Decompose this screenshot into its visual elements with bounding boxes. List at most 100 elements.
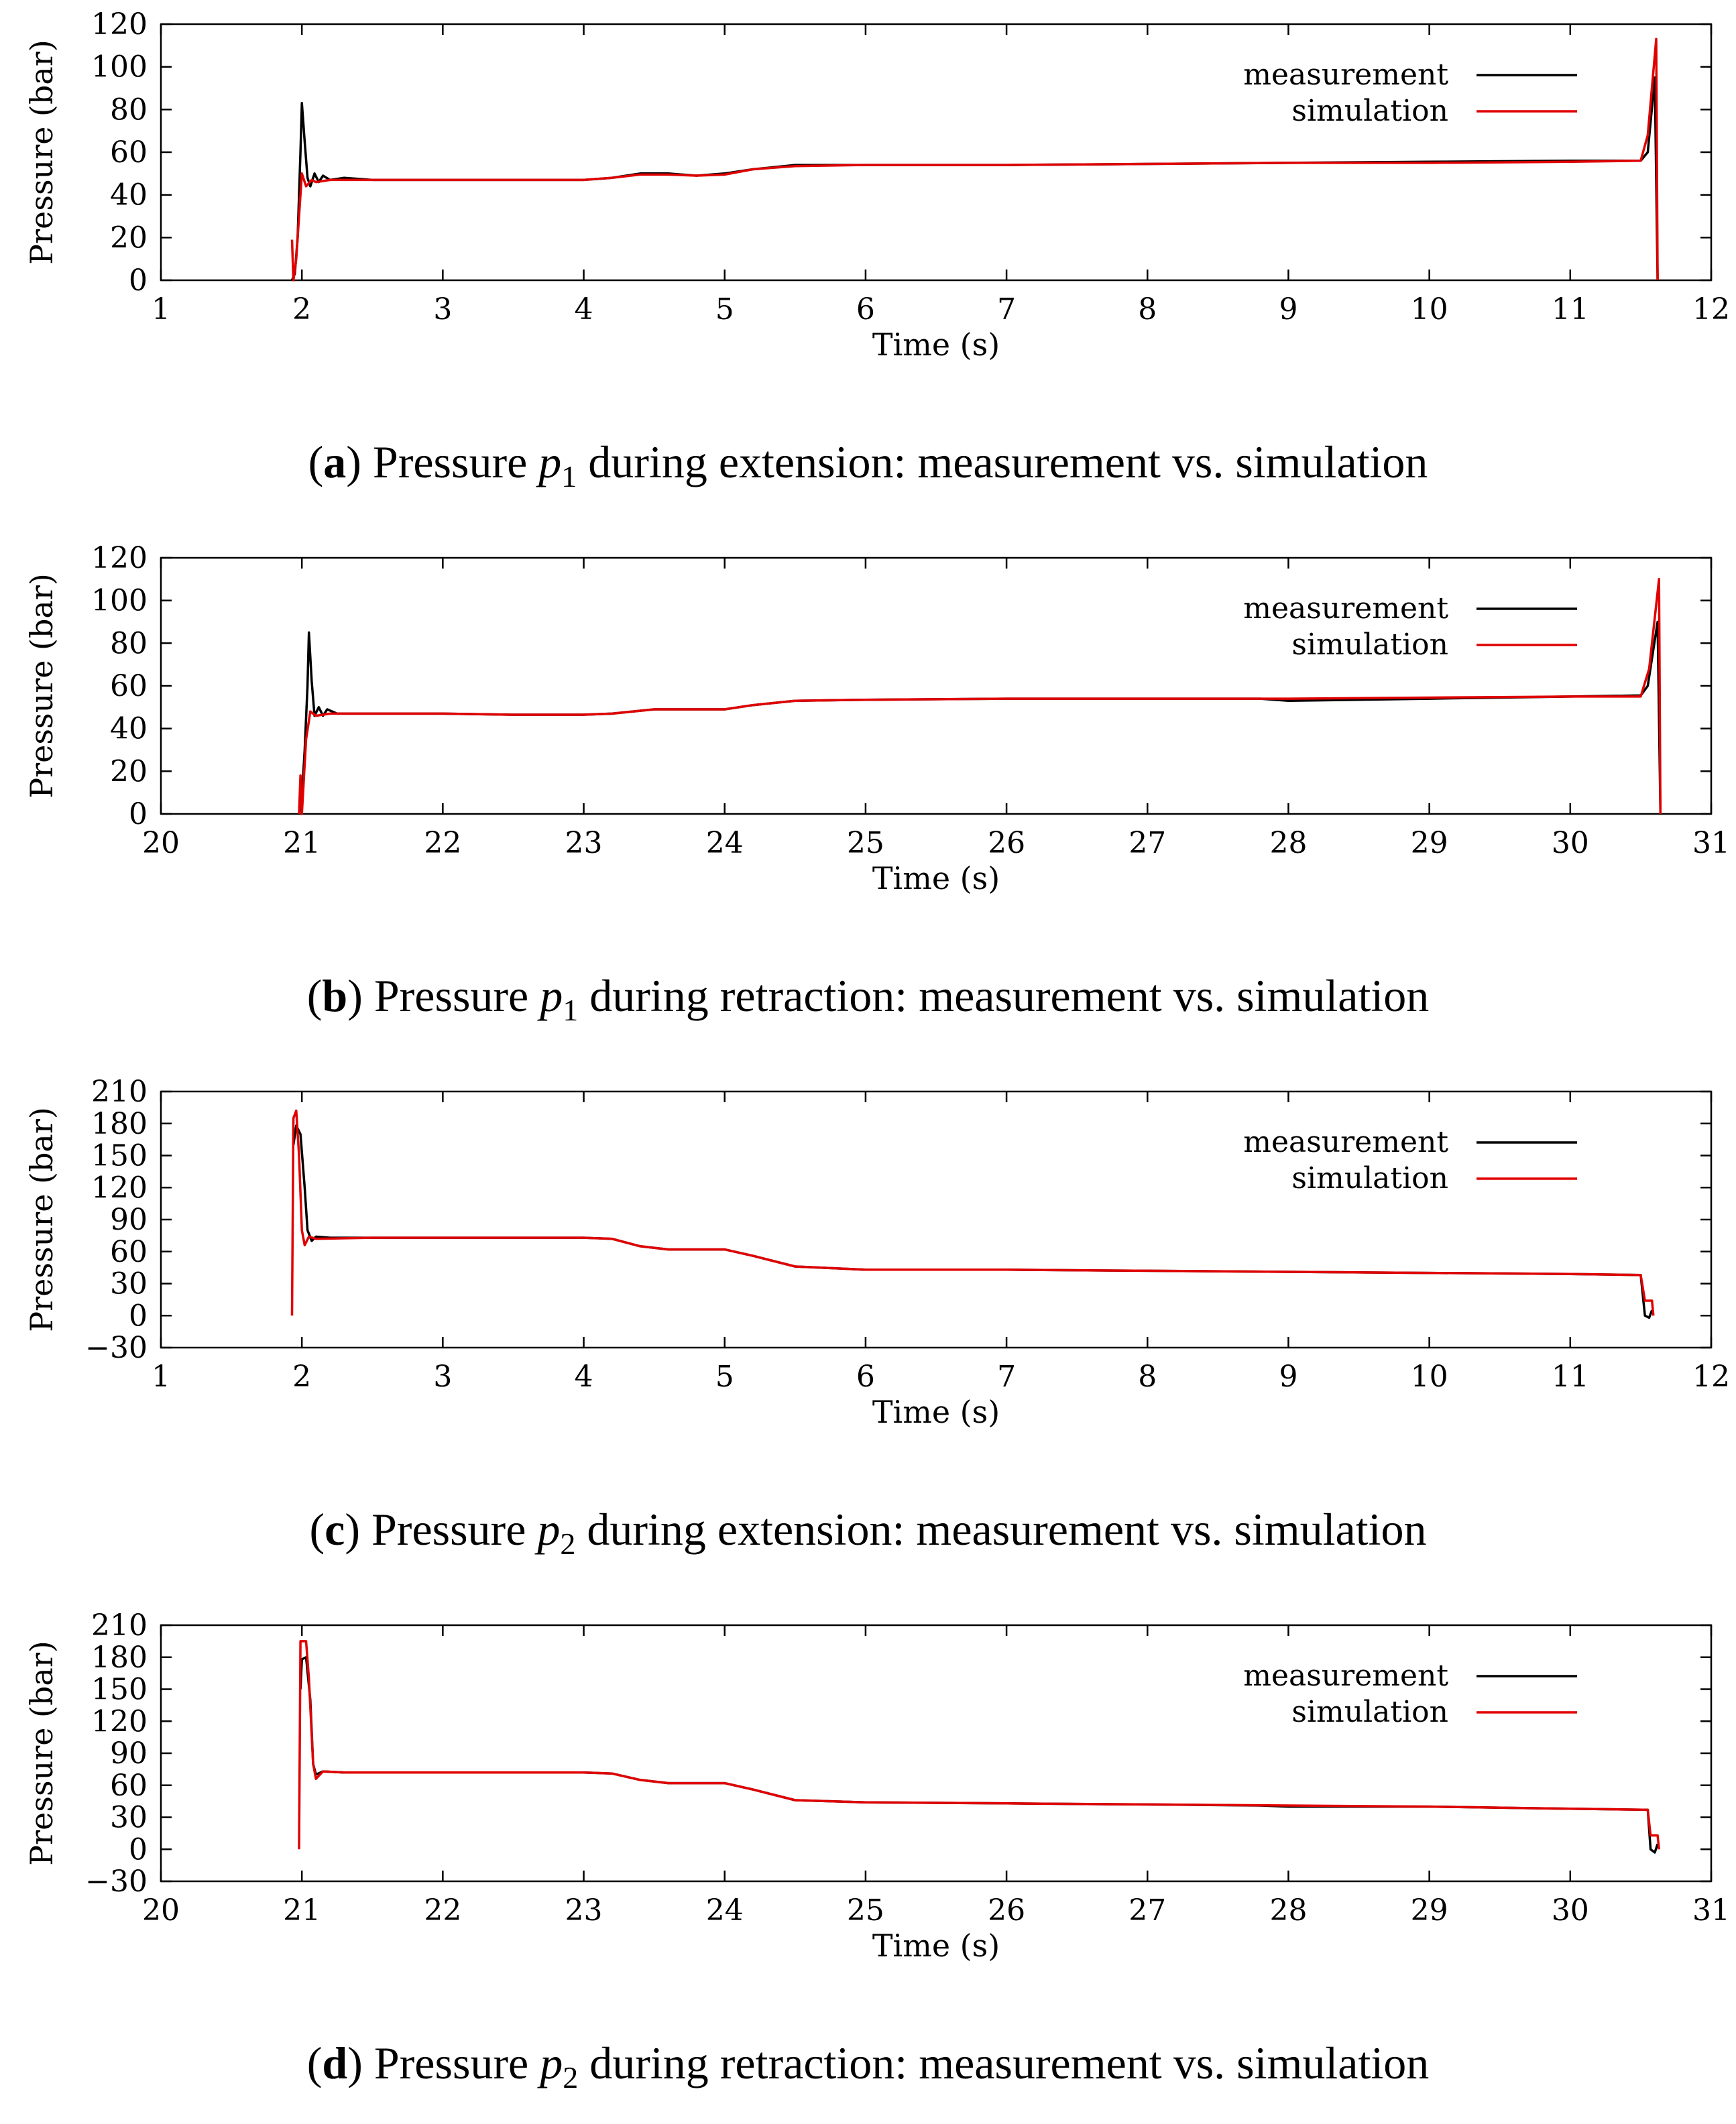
caption-c: (c) Pressure p2 during extension: measur…	[309, 1504, 1427, 1561]
x-tick-label: 11	[1552, 1360, 1589, 1394]
x-tick-label: 10	[1411, 1360, 1448, 1394]
y-tick-label: 60	[110, 135, 148, 170]
x-tick-label: 29	[1411, 1893, 1448, 1928]
x-axis-label: Time (s)	[872, 1928, 1000, 1964]
x-tick-label: 22	[424, 826, 461, 860]
legend-label-measurement: measurement	[1243, 1125, 1448, 1159]
chart-panel-a: 1 2 3 4 5 6 7 8 9 10 11 12 0 20 40 60 80 100 120 Time (s) Pr…	[0, 0, 1736, 523]
caption-panel-label: a	[323, 436, 347, 487]
y-tick-label: 120	[91, 1171, 148, 1205]
y-axis-label: Pressure (bar)	[23, 1107, 60, 1332]
y-tick-label: 80	[110, 93, 148, 127]
x-tick-label: 12	[1692, 292, 1730, 327]
caption-panel-label: b	[322, 970, 348, 1021]
x-tick-label: 6	[856, 292, 875, 327]
y-tick-label: 180	[91, 1641, 148, 1675]
plot-frame	[160, 1090, 1713, 1349]
legend-label-simulation: simulation	[1291, 1161, 1448, 1195]
series-line-simulation	[290, 38, 1659, 282]
y-tick-label: 120	[91, 1704, 148, 1738]
series-line-measurement	[298, 620, 1662, 815]
x-tick-label: 23	[565, 826, 603, 860]
caption-subscript: 1	[561, 459, 577, 493]
chart-svg-c: 1 2 3 4 5 6 7 8 9 10 11 12−300306090120150180210Tim…	[23, 1075, 1730, 1430]
x-tick-label: 9	[1279, 1360, 1297, 1394]
x-tick-label: 20	[142, 1893, 180, 1928]
y-tick-label: 120	[91, 541, 148, 575]
x-tick-label: 5	[715, 1360, 734, 1394]
y-tick-label: 0	[129, 263, 148, 298]
y-tick-label: 210	[91, 1608, 148, 1643]
x-tick-label: 30	[1552, 1893, 1589, 1928]
y-tick-label: 20	[110, 754, 148, 788]
y-axis-label: Pressure (bar)	[23, 573, 60, 799]
legend-label-simulation: simulation	[1291, 628, 1448, 662]
caption-panel-label: c	[325, 1504, 345, 1555]
y-tick-label: 100	[91, 50, 148, 84]
plot-frame	[160, 1624, 1713, 1883]
y-tick-label: −30	[85, 1865, 148, 1899]
y-tick-label: 40	[110, 178, 148, 213]
y-tick-label: 150	[91, 1139, 148, 1173]
x-tick-label: 4	[575, 1360, 593, 1394]
x-tick-label: 25	[847, 1893, 884, 1928]
series-line-simulation	[290, 1109, 1655, 1316]
x-tick-label: 28	[1269, 1893, 1307, 1928]
y-tick-label: 0	[129, 1832, 148, 1867]
y-axis-label: Pressure (bar)	[23, 40, 60, 265]
x-tick-label: 24	[706, 826, 744, 860]
plot-frame	[160, 556, 1713, 815]
x-tick-label: 26	[988, 826, 1025, 860]
x-tick-label: 4	[575, 292, 593, 327]
x-tick-label: 22	[424, 1893, 461, 1928]
series-line-measurement	[299, 1656, 1659, 1854]
y-tick-label: 90	[110, 1203, 148, 1237]
series-line-simulation	[298, 578, 1662, 815]
caption-text: Pressure	[372, 436, 539, 487]
caption-variable: p	[538, 436, 562, 487]
x-tick-label: 8	[1138, 292, 1157, 327]
legend-label-measurement: measurement	[1243, 591, 1448, 626]
caption-subscript: 1	[563, 993, 579, 1027]
y-tick-label: 60	[110, 1769, 148, 1803]
chart-svg-b: 20 21 22 23 24 25 26 27 28 29 30 31020406080100120T…	[23, 541, 1730, 896]
y-tick-label: 0	[129, 1299, 148, 1333]
caption-subscript: 2	[560, 1527, 576, 1561]
y-tick-label: 100	[91, 584, 148, 618]
x-tick-label: 30	[1552, 826, 1589, 860]
chart-panel-b: 20 21 22 23 24 25 26 27 28 29 30 31 0 20 40 60 80 100 120 T…	[0, 534, 1736, 1057]
series-line-simulation	[298, 1640, 1660, 1850]
y-tick-label: 30	[110, 1801, 148, 1835]
caption-a: (a) Pressure p1 during extension: measur…	[308, 436, 1428, 493]
plot-frame	[160, 23, 1713, 282]
y-tick-label: 60	[110, 1235, 148, 1269]
y-tick-label: 80	[110, 626, 148, 660]
y-tick-label: 180	[91, 1107, 148, 1141]
legend-label-simulation: simulation	[1291, 94, 1448, 128]
x-tick-label: 23	[565, 1893, 603, 1928]
caption-variable: p	[540, 970, 563, 1021]
x-tick-label: 10	[1411, 292, 1448, 327]
legend-label-measurement: measurement	[1243, 1659, 1448, 1693]
x-tick-label: 31	[1692, 1893, 1730, 1928]
caption-variable: p	[540, 2038, 563, 2088]
x-tick-label: 12	[1692, 1360, 1730, 1394]
y-tick-label: 120	[91, 7, 148, 42]
x-tick-label: 3	[433, 1360, 452, 1394]
y-axis-label: Pressure (bar)	[23, 1641, 60, 1866]
caption-d: (d) Pressure p2 during retraction: measu…	[306, 2038, 1430, 2094]
x-tick-label: 3	[433, 292, 452, 327]
x-axis-label: Time (s)	[872, 860, 1000, 896]
caption-text-suffix: during extension: measurement vs. simula…	[577, 436, 1428, 487]
x-tick-label: 20	[142, 826, 180, 860]
x-axis-label: Time (s)	[872, 327, 1000, 363]
caption-b: (b) Pressure p1 during retraction: measu…	[306, 970, 1430, 1027]
legend-label-simulation: simulation	[1291, 1695, 1448, 1729]
x-tick-label: 5	[715, 292, 734, 327]
y-tick-label: −30	[85, 1331, 148, 1365]
x-tick-label: 21	[283, 1893, 321, 1928]
x-tick-label: 8	[1138, 1360, 1157, 1394]
x-tick-label: 7	[997, 292, 1016, 327]
caption-text-suffix: during retraction: measurement vs. simul…	[578, 970, 1430, 1021]
